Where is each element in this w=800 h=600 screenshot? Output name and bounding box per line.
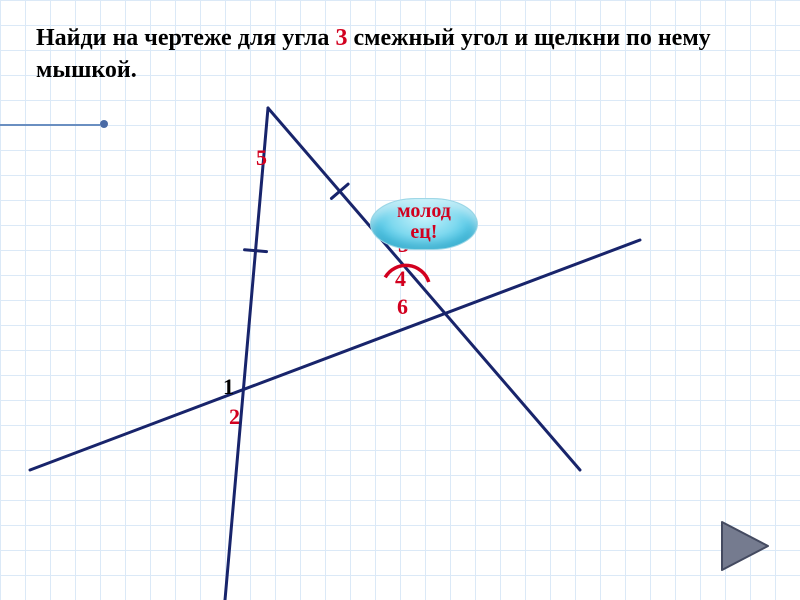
feedback-text: молодец! — [397, 200, 451, 243]
line-b[interactable] — [268, 108, 580, 470]
angle-label-6[interactable]: 6 — [397, 294, 408, 320]
angle-label-5[interactable]: 5 — [256, 145, 267, 171]
next-button[interactable] — [716, 518, 772, 574]
angle-label-1[interactable]: 1 — [223, 374, 234, 400]
angle-label-4[interactable]: 4 — [395, 266, 406, 292]
feedback-badge: молодец! — [370, 198, 478, 250]
tick-mark — [245, 250, 267, 252]
line-c[interactable] — [225, 108, 268, 600]
slide: { "colors": { "grid": "#dbe9f7", "axis":… — [0, 0, 800, 600]
diagram-lines — [30, 108, 640, 600]
angle-label-2[interactable]: 2 — [229, 404, 240, 430]
next-icon — [716, 518, 772, 574]
